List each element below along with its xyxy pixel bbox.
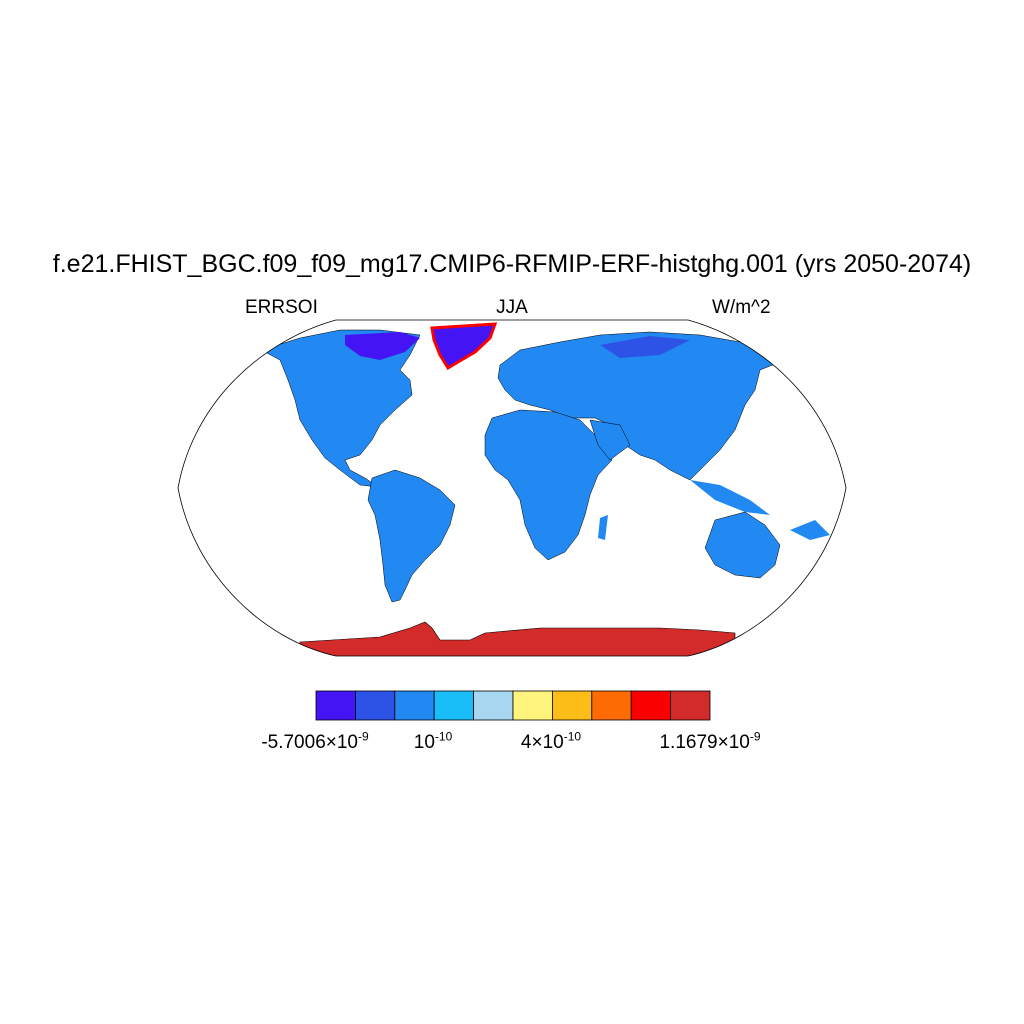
colorbar-box-6 — [552, 690, 593, 721]
colorbar-box-5 — [512, 690, 553, 721]
colorbar-box-4 — [473, 690, 514, 721]
colorbar-box-9 — [670, 690, 711, 721]
plot-title: f.e21.FHIST_BGC.f09_f09_mg17.CMIP6-RFMIP… — [52, 250, 972, 278]
colorbar-box-7 — [591, 690, 632, 721]
units-label: W/m^2 — [712, 297, 771, 318]
africa — [484, 409, 613, 561]
colorbar-label-min: -5.7006×10-9 — [261, 729, 369, 753]
season-label: JJA — [496, 297, 528, 318]
colorbar-label-max: 1.1679×10-9 — [659, 729, 761, 753]
colorbar-box-2 — [394, 690, 435, 721]
colorbar-label-2: 10-10 — [413, 729, 453, 753]
variable-name: ERRSOI — [245, 297, 318, 318]
eurasia — [497, 331, 781, 481]
globe-outline — [177, 319, 847, 657]
greenland — [430, 322, 498, 371]
australia — [704, 511, 781, 579]
colorbar-label-3: 4×10-10 — [520, 729, 582, 753]
colorbar-box-1 — [354, 690, 396, 721]
colorbar-box-0 — [315, 690, 356, 721]
colorbar-box-3 — [433, 690, 475, 721]
colorbar-box-8 — [630, 690, 672, 721]
south-america — [367, 469, 456, 603]
north-america — [264, 329, 421, 488]
